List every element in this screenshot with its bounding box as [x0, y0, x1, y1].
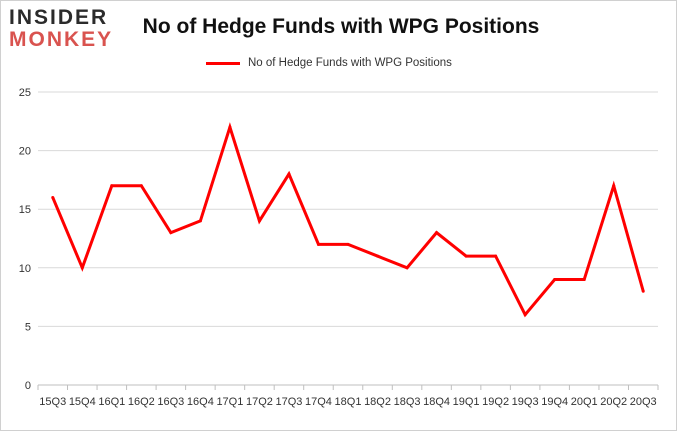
insider-monkey-logo: INSIDER MONKEY [9, 7, 127, 53]
data-point [523, 313, 527, 317]
data-point [553, 278, 557, 282]
x-tick-label: 19Q3 [512, 396, 539, 408]
x-tick-label: 18Q3 [394, 396, 421, 408]
y-tick-label: 20 [19, 146, 31, 158]
legend-label: No of Hedge Funds with WPG Positions [248, 57, 452, 69]
logo-line-1: INSIDER [9, 6, 109, 29]
x-tick-label: 19Q1 [453, 396, 480, 408]
y-tick-label: 25 [19, 87, 31, 99]
data-point [582, 278, 586, 282]
data-point [346, 242, 350, 246]
data-point [464, 254, 468, 258]
x-tick-label: 17Q2 [246, 396, 273, 408]
legend: No of Hedge Funds with WPG Positions [206, 55, 452, 71]
x-tick-label: 15Q4 [69, 396, 96, 408]
legend-swatch [206, 61, 240, 65]
x-tick-label: 15Q3 [39, 396, 66, 408]
data-point [612, 184, 616, 188]
data-point [376, 254, 380, 258]
data-point [228, 125, 232, 129]
data-point [110, 184, 114, 188]
data-point [51, 195, 55, 199]
data-point [257, 219, 261, 223]
x-tick-label: 17Q3 [275, 396, 302, 408]
y-tick-label: 0 [25, 380, 31, 392]
data-point [435, 231, 439, 235]
data-point [494, 254, 498, 258]
y-tick-label: 15 [19, 204, 31, 216]
data-point [405, 266, 409, 270]
x-tick-label: 17Q1 [216, 396, 243, 408]
x-tick-label: 19Q4 [541, 396, 568, 408]
x-tick-label: 16Q1 [98, 396, 125, 408]
data-point [80, 266, 84, 270]
data-point [169, 231, 173, 235]
chart-title: No of Hedge Funds with WPG Positions [142, 15, 540, 38]
x-tick-label: 20Q1 [571, 396, 598, 408]
data-point [287, 172, 291, 176]
x-tick-label: 17Q4 [305, 396, 332, 408]
y-tick-label: 10 [19, 263, 31, 275]
data-point [316, 242, 320, 246]
x-tick-label: 18Q4 [423, 396, 450, 408]
data-point [198, 219, 202, 223]
x-tick-label: 18Q2 [364, 396, 391, 408]
x-tick-label: 20Q3 [630, 396, 657, 408]
data-point [139, 184, 143, 188]
y-tick-label: 5 [25, 321, 31, 333]
series-line [51, 122, 645, 318]
x-tick-label: 19Q2 [482, 396, 509, 408]
x-tick-label: 18Q1 [335, 396, 362, 408]
x-tick-label: 16Q2 [128, 396, 155, 408]
x-tick-label: 16Q3 [157, 396, 184, 408]
x-tick-label: 16Q4 [187, 396, 214, 408]
logo-line-2: MONKEY [9, 28, 114, 51]
data-point [641, 289, 645, 293]
x-tick-label: 20Q2 [600, 396, 627, 408]
